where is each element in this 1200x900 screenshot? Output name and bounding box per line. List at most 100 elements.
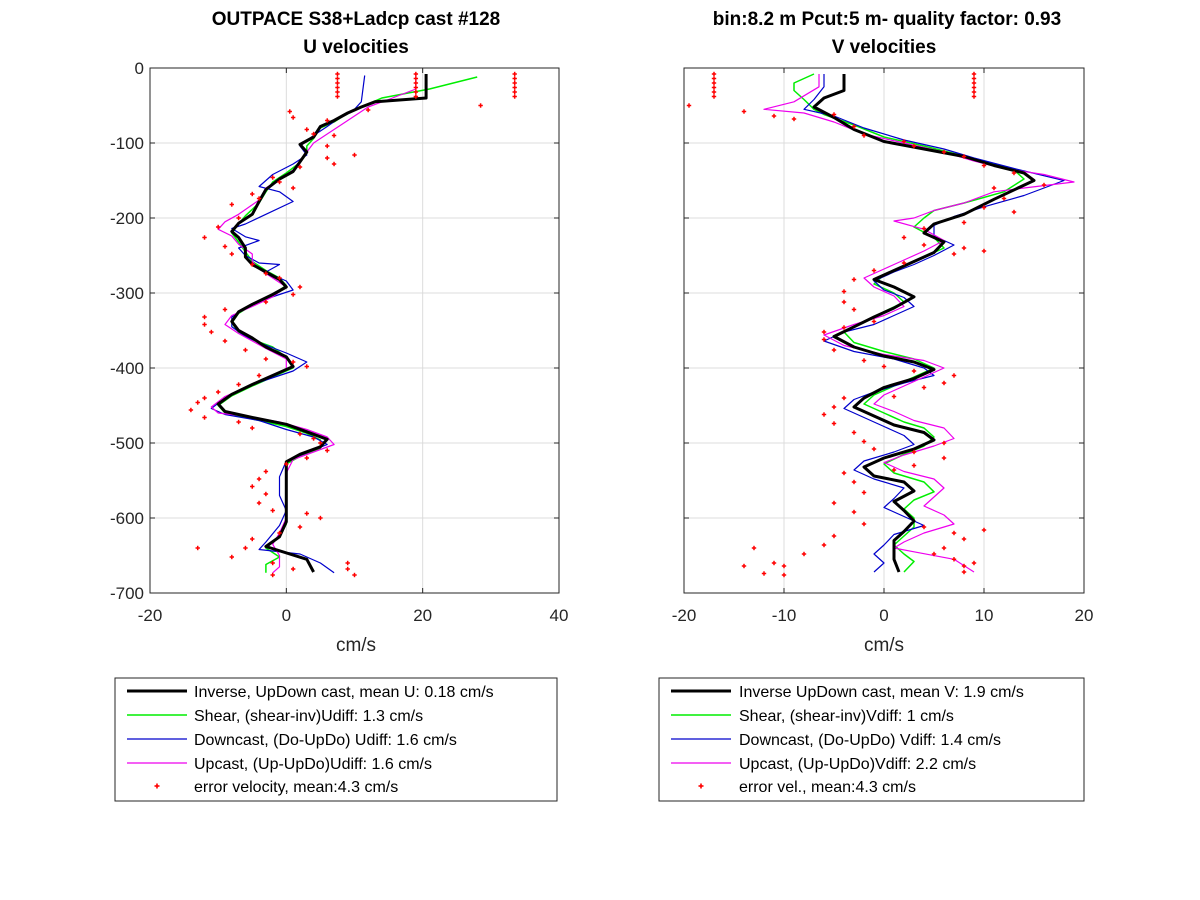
v-series-inverse-line (812, 74, 1036, 573)
v-error-velocity-point (861, 490, 867, 495)
v-error-velocity-point (851, 124, 857, 129)
v-error-velocity-point (971, 94, 977, 99)
v-error-velocity-point (831, 112, 837, 117)
v-error-velocity-point (891, 467, 897, 473)
u-error-velocity-point (243, 347, 248, 353)
v-error-velocity-point (1001, 196, 1007, 201)
u-error-velocity-point (345, 566, 350, 572)
u-ticks: 0-100-200-300-400-500-600-700-20 0 20 40 (110, 59, 568, 625)
v-error-velocity-point (901, 235, 907, 240)
v-xtick-label: 0 (879, 606, 888, 625)
u-error-velocity-point (188, 407, 194, 413)
v-x-axis-label: cm/s (864, 635, 904, 656)
u-xtick-label: 20 (413, 606, 432, 625)
v-error-velocity-point (981, 527, 987, 533)
u-error-velocity-point (335, 85, 340, 90)
u-xtick-label: 40 (550, 606, 569, 625)
u-error-velocity-point (222, 244, 228, 249)
u-error-velocity-point (270, 572, 275, 578)
u-error-velocity-point (352, 572, 357, 578)
u-error-velocity-point (478, 103, 483, 108)
v-error-velocity-point (831, 533, 837, 539)
u-error-velocity-point (331, 161, 337, 167)
v-error-velocity-point (751, 545, 757, 551)
u-error-velocity-point (229, 202, 234, 207)
v-error-velocity-point (851, 277, 857, 282)
u-error-velocity-point (304, 455, 309, 461)
v-error-velocity-point (781, 563, 787, 569)
v-error-velocity-point (711, 89, 717, 95)
u-error-velocity-point (335, 80, 340, 86)
v-error-velocity-point (941, 455, 947, 461)
v-series-group (686, 71, 1075, 578)
v-error-velocity-point (911, 463, 917, 468)
u-error-velocity-point (229, 251, 234, 257)
u-error-velocity-point (256, 373, 262, 378)
u-legend-swatch-error (154, 783, 160, 789)
u-error-velocity-point (297, 524, 303, 530)
v-error-velocity-point (871, 319, 877, 324)
u-error-velocity-point (290, 185, 296, 191)
u-error-velocity-point (222, 307, 228, 312)
v-xtick-label: -10 (772, 606, 797, 625)
u-legend-label-downcast: Downcast, (Do-UpDo) Udiff: 1.6 cm/s (194, 732, 457, 749)
u-error-velocity-point (215, 389, 221, 395)
v-legend-label-downcast: Downcast, (Do-UpDo) Vdiff: 1.4 cm/s (739, 732, 1001, 749)
v-error-velocity-point (971, 80, 977, 86)
u-error-velocity-point (236, 215, 241, 221)
v-error-velocity-point (921, 226, 927, 231)
v-error-velocity-point (831, 347, 837, 353)
u-ytick-label: 0 (135, 59, 144, 78)
u-error-velocity-point (311, 436, 316, 441)
v-error-velocity-point (851, 430, 857, 435)
v-error-velocity-point (841, 299, 847, 305)
v-error-velocity-point (871, 268, 877, 273)
v-error-velocity-point (861, 439, 867, 444)
u-xtick-label: -20 (138, 606, 163, 625)
u-error-velocity-point (335, 89, 340, 95)
v-error-velocity-point (971, 89, 977, 95)
u-series-inverse-line (216, 74, 428, 573)
u-ytick-label: -300 (110, 284, 144, 303)
v-error-velocity-point (971, 71, 977, 77)
u-error-velocity-point (325, 118, 330, 123)
v-error-velocity-point (971, 76, 977, 81)
v-error-velocity-point (941, 380, 947, 386)
v-error-velocity-point (851, 307, 857, 312)
u-ytick-label: -700 (110, 584, 144, 603)
v-error-velocity-point (961, 536, 967, 542)
v-error-velocity-point (1041, 182, 1047, 188)
u-error-velocity-point (304, 364, 309, 369)
u-error-velocity-point (277, 179, 282, 185)
u-legend-box (114, 677, 558, 802)
u-chart-subtitle: U velocities (303, 37, 409, 58)
v-error-velocity-point (971, 85, 977, 90)
u-ytick-label: -400 (110, 359, 144, 378)
u-error-velocity-point (263, 271, 269, 276)
v-error-velocity-point (901, 260, 907, 266)
u-error-velocity-point (304, 127, 309, 132)
v-error-velocity-point (831, 404, 837, 410)
u-error-velocity-point (202, 322, 207, 327)
u-legend: Inverse, UpDown cast, mean U: 0.18 cm/s … (114, 677, 558, 802)
u-error-velocity-point (297, 284, 303, 290)
u-error-velocity-point (250, 484, 255, 489)
u-error-velocity-point (335, 71, 340, 77)
u-error-velocity-point (256, 196, 262, 201)
u-legend-label-error: error velocity, mean:4.3 cm/s (194, 779, 398, 796)
v-error-velocity-point (761, 571, 767, 576)
u-error-velocity-point (297, 164, 303, 170)
v-error-velocity-point (951, 251, 957, 257)
u-error-velocity-point (512, 80, 517, 86)
v-error-velocity-point (951, 373, 957, 378)
u-error-velocity-point (325, 143, 330, 149)
u-error-velocity-point (304, 511, 309, 516)
u-error-velocity-point (250, 536, 255, 542)
v-error-velocity-point (841, 470, 847, 476)
v-error-velocity-point (791, 116, 797, 122)
v-error-velocity-point (921, 524, 927, 530)
v-error-velocity-point (711, 94, 717, 99)
u-error-velocity-point (352, 152, 357, 158)
v-error-velocity-point (871, 446, 877, 452)
u-error-velocity-point (325, 448, 330, 453)
